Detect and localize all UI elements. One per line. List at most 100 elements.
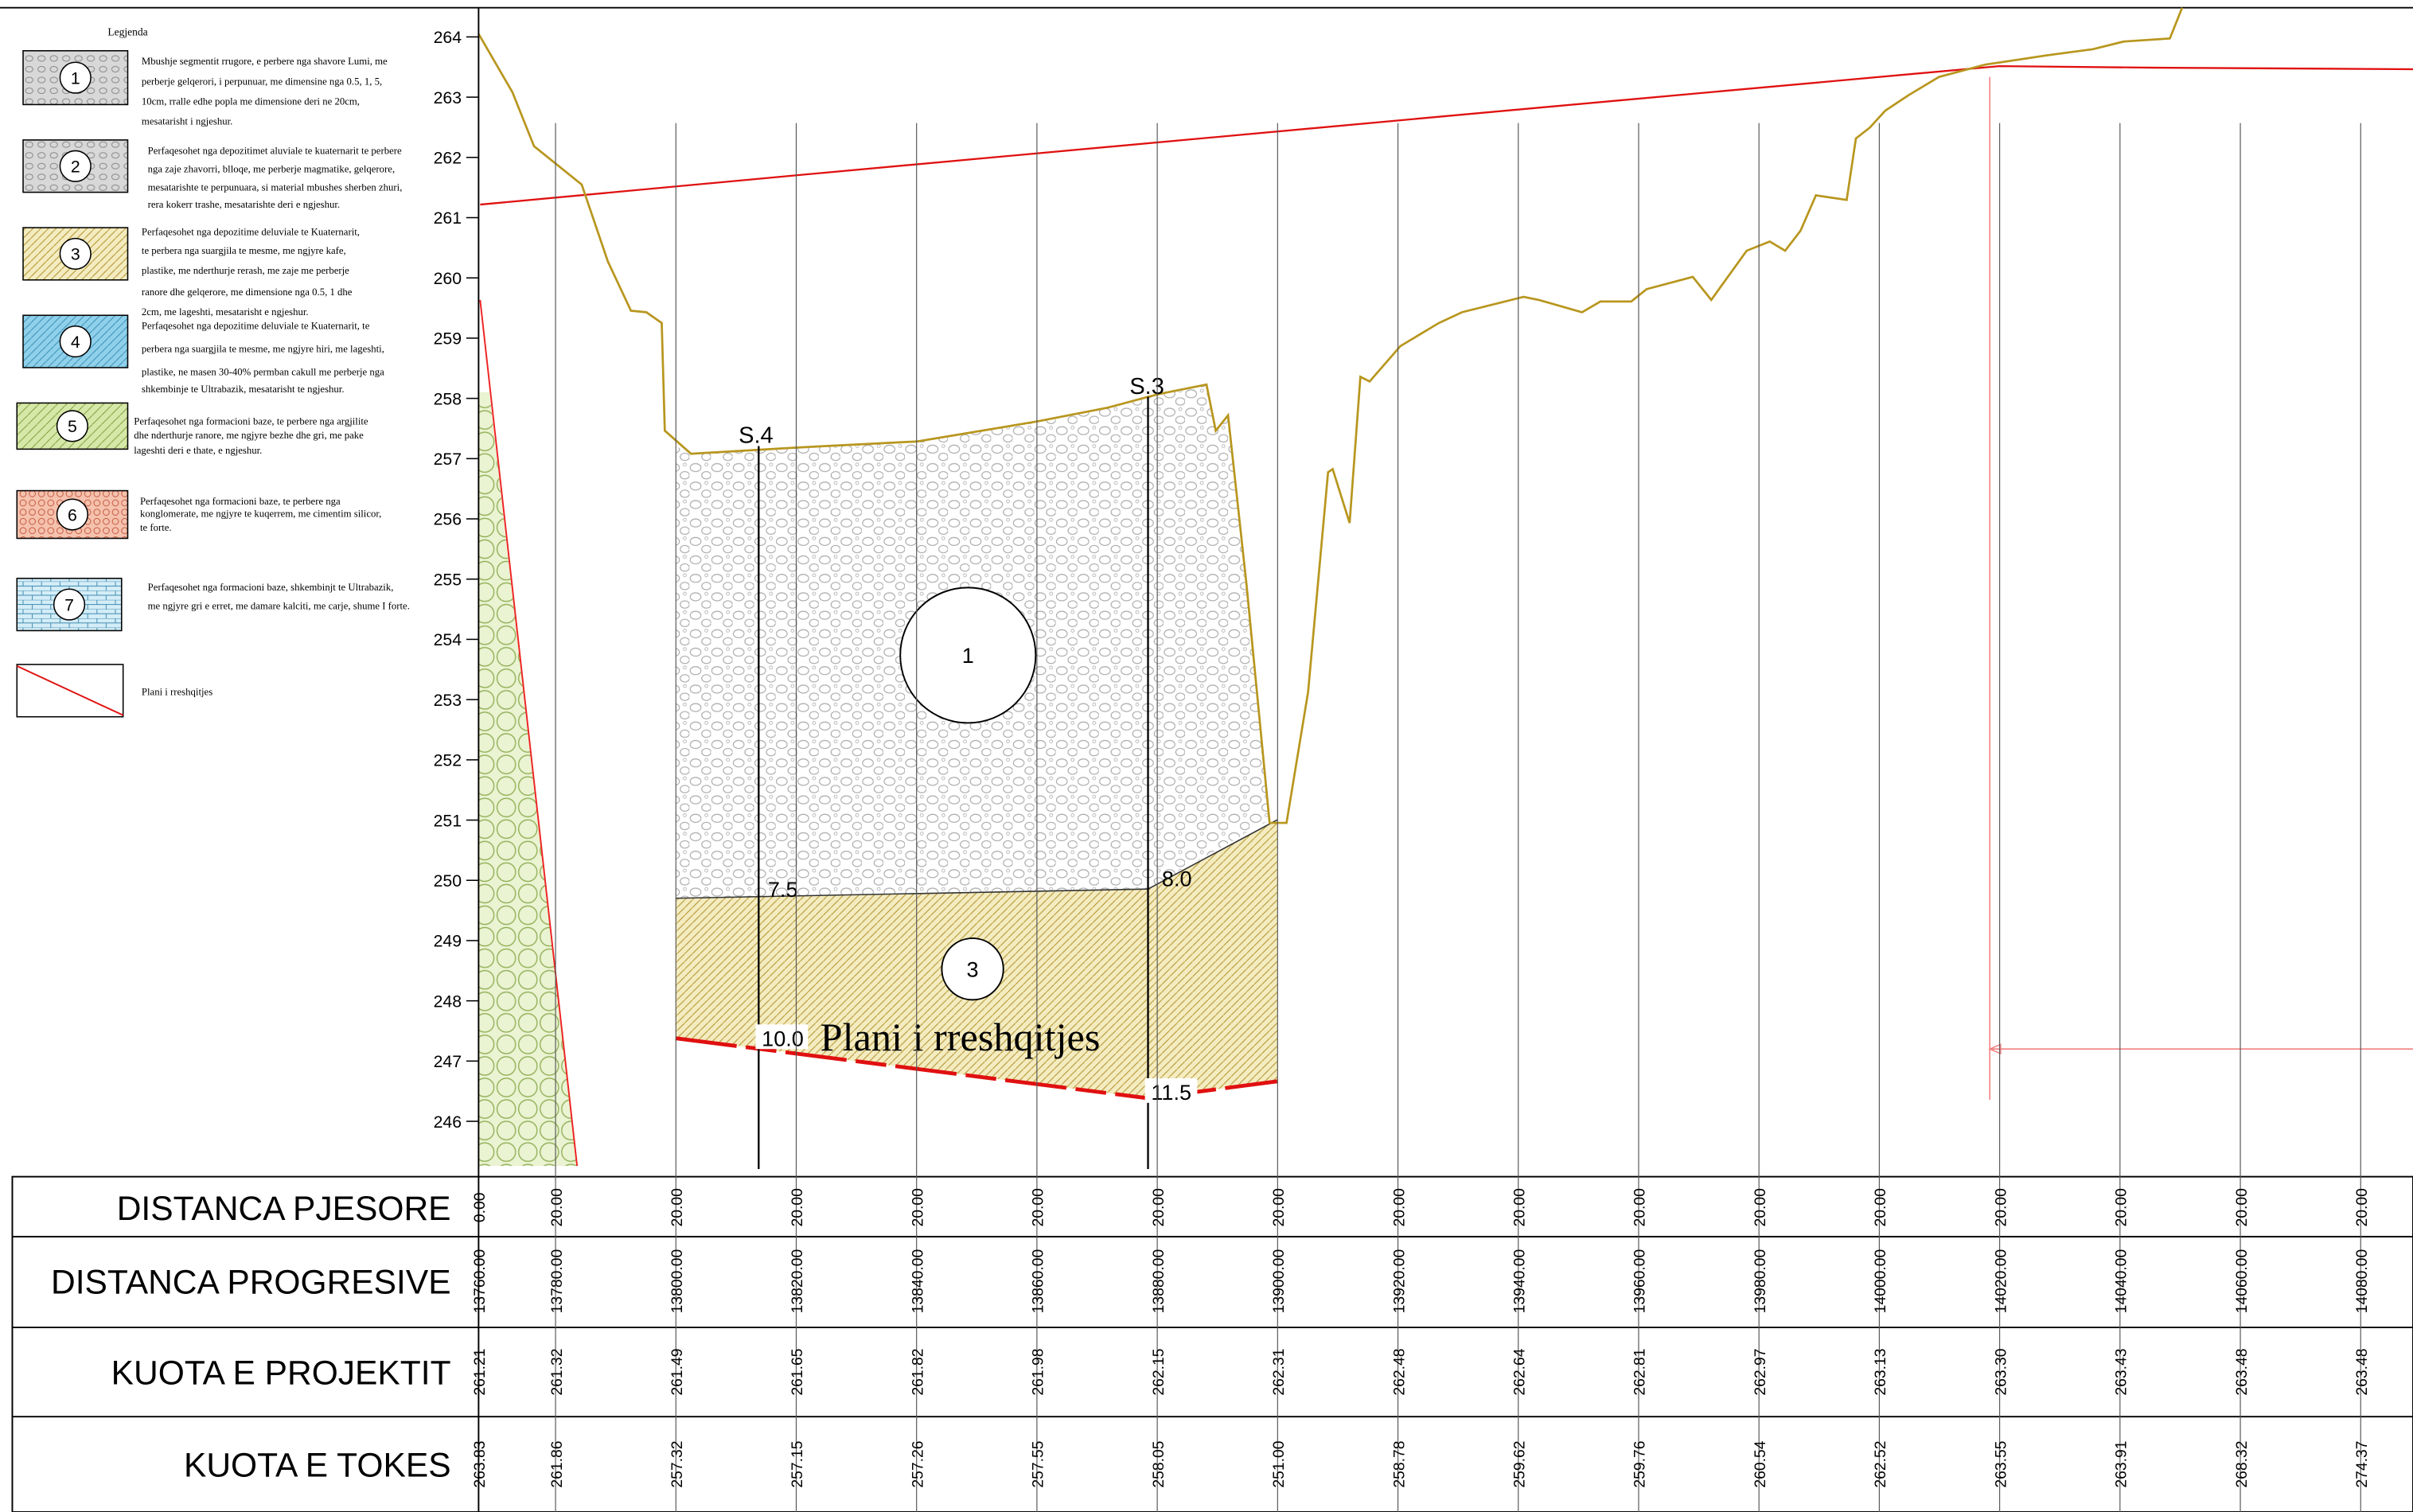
y-tick-label: 255 <box>434 570 462 589</box>
slip-line-left <box>479 299 579 1167</box>
y-tick-label: 251 <box>434 811 462 830</box>
y-tick-label: 257 <box>434 450 462 469</box>
cell: 263.30 <box>1993 1349 2010 1396</box>
layer-circle <box>899 586 1037 724</box>
cell: 262.31 <box>1271 1349 1288 1396</box>
layer-circle <box>941 937 1004 1001</box>
y-tick-label: 247 <box>434 1052 462 1071</box>
y-tick-label: 250 <box>434 871 462 890</box>
label-bg <box>755 1024 809 1050</box>
y-tick-label: 258 <box>434 389 462 408</box>
borehole-label: S.3 <box>1129 374 1164 399</box>
legend-circle <box>56 410 88 442</box>
cell: 263.13 <box>1873 1349 1889 1396</box>
cell: 263.43 <box>2114 1349 2130 1396</box>
legend-text: Perfaqesohet nga formacioni baze, shkemb… <box>148 582 394 593</box>
row-header: KUOTA E PROJEKTIT <box>111 1354 451 1393</box>
legend-text: 10cm, rralle edhe popla me dimensione de… <box>142 95 360 107</box>
cell: 261.65 <box>789 1349 806 1396</box>
cell: 20.00 <box>1632 1188 1649 1226</box>
legend-text: te perbera nga suargjila te mesme, me ng… <box>142 245 346 256</box>
legend-text: Perfaqesohet nga depozitime deluviale te… <box>142 227 360 238</box>
cell: 20.00 <box>910 1188 926 1226</box>
cell: 20.00 <box>2234 1188 2251 1226</box>
row-header: DISTANCA PJESORE <box>117 1190 451 1228</box>
legend-text: Perfaqesohet nga formacioni baze, te per… <box>134 415 368 427</box>
cell: 20.00 <box>1511 1188 1528 1226</box>
cell: 259.76 <box>1632 1441 1649 1488</box>
legend-circle <box>53 588 86 621</box>
legend-text: Perfaqesohet nga depozitime deluviale te… <box>142 321 370 332</box>
project-line <box>480 64 2413 206</box>
borehole-label: S.4 <box>739 423 774 449</box>
legend-text: konglomerate, me ngjyre te kuqerrem, me … <box>140 508 381 519</box>
cell: 261.98 <box>1031 1349 1047 1396</box>
cell: 258.78 <box>1391 1441 1408 1488</box>
cell: 20.00 <box>549 1188 566 1226</box>
y-tick-label: 261 <box>434 208 462 228</box>
legend-text: mesatarishte te perpunuara, si material … <box>148 182 403 193</box>
layer-boundary <box>675 888 1148 899</box>
cell: 13800.00 <box>669 1249 686 1314</box>
cell: 13780.00 <box>549 1249 566 1314</box>
label-bg <box>1144 1077 1198 1103</box>
legend-text: te forte. <box>140 522 172 533</box>
legend-number: 4 <box>71 333 80 352</box>
row-header: DISTANCA PROGRESIVE <box>51 1264 451 1302</box>
cell: 13860.00 <box>1031 1249 1047 1314</box>
cell: 257.55 <box>1031 1441 1047 1488</box>
cell: 262.97 <box>1752 1349 1769 1396</box>
cell: 13880.00 <box>1151 1249 1168 1314</box>
cell: 13980.00 <box>1752 1249 1769 1314</box>
cell: 20.00 <box>1031 1188 1047 1226</box>
cell: 258.05 <box>1151 1441 1168 1488</box>
cell: 268.32 <box>2234 1441 2251 1488</box>
row-header: KUOTA E TOKES <box>184 1447 451 1485</box>
cell: 13920.00 <box>1391 1249 1408 1314</box>
cell: 20.00 <box>1993 1188 2010 1226</box>
legend-text: nga zaje zhavorri, blloqe, me perberje m… <box>148 163 396 174</box>
cell: 20.00 <box>669 1188 686 1226</box>
cell: 20.00 <box>1271 1188 1288 1226</box>
legend-number: 7 <box>64 595 74 614</box>
layer-label: 1 <box>962 644 974 668</box>
cell: 14080.00 <box>2354 1249 2371 1314</box>
legend-text: Perfaqesohet nga formacioni baze, te per… <box>140 496 341 507</box>
y-tick-label: 246 <box>434 1113 462 1132</box>
legend-circle <box>56 498 88 531</box>
y-tick-label: 254 <box>434 630 462 649</box>
legend-text: rera kokerr trashe, mesatarishte deri e … <box>148 199 341 210</box>
legend-number: 2 <box>71 157 80 176</box>
layer-5 <box>478 392 578 1167</box>
cell: 251.00 <box>1271 1441 1288 1488</box>
depth-label: 8.0 <box>1162 867 1192 890</box>
cell: 257.26 <box>910 1441 926 1488</box>
cell: 20.00 <box>1151 1188 1168 1226</box>
cell: 261.82 <box>910 1349 926 1396</box>
slip-label: Plani i rreshqitjes <box>821 1015 1101 1059</box>
cell: 261.49 <box>669 1349 686 1396</box>
cell: 262.48 <box>1391 1349 1408 1396</box>
cell: 261.32 <box>549 1349 566 1396</box>
cell: 13840.00 <box>910 1249 926 1314</box>
cell: 263.83 <box>472 1441 489 1488</box>
cell: 259.62 <box>1511 1441 1528 1488</box>
cell: 262.81 <box>1632 1349 1649 1396</box>
legend-circle <box>59 61 92 94</box>
cell: 263.48 <box>2354 1349 2371 1396</box>
cell: 14060.00 <box>2234 1249 2251 1314</box>
legend-slip <box>16 665 124 716</box>
cell: 257.15 <box>789 1441 806 1488</box>
content: Legjenda 1 Mbushje segmentit rrugore, e pe… <box>16 25 2371 1512</box>
legend-title: Legjenda <box>107 25 147 37</box>
cell: 20.00 <box>2114 1188 2130 1226</box>
legend-text: perberje gelqerori, i perpunuar, me dime… <box>142 76 382 87</box>
cell: 261.86 <box>549 1441 566 1488</box>
legend-text: Perfaqesohet nga depozitimet aluviale te… <box>148 145 402 156</box>
cell: 274.37 <box>2354 1441 2371 1488</box>
cell: 262.64 <box>1511 1348 1528 1395</box>
legend-text: Mbushje segmentit rrugore, e perbere nga… <box>142 56 388 67</box>
